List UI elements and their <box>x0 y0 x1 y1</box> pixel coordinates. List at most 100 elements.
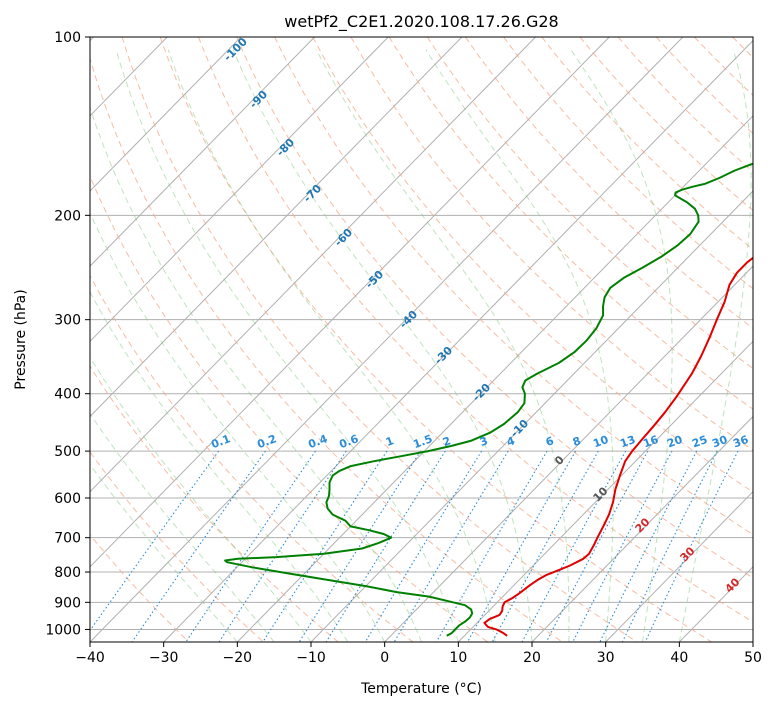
mixing-ratio-line <box>435 450 548 642</box>
mixing-ratio-label: 0.1 <box>209 432 232 451</box>
isotherm <box>90 37 242 192</box>
dry-adiabat-label: 10 <box>591 484 611 504</box>
sounding-profiles <box>224 162 753 637</box>
moist-adiabat <box>232 49 533 642</box>
y-tick-label: 300 <box>54 313 81 329</box>
axis-ticks: −40 −30 −20 −10 0 10 20 30 40 5010020030040050060… <box>45 30 762 666</box>
dry-adiabat <box>503 37 753 290</box>
mixing-ratio-line <box>298 450 422 642</box>
y-tick-label: 500 <box>54 444 81 460</box>
moist-adiabat <box>678 49 752 642</box>
dry-adiabat <box>388 37 753 410</box>
x-tick-label: 0 <box>380 650 389 666</box>
mixing-ratio-line <box>218 450 347 642</box>
y-axis-label: Pressure (hPa) <box>13 289 29 389</box>
isotherm <box>531 415 753 642</box>
x-tick-label: −10 <box>296 650 326 666</box>
mixing-ratio-line <box>325 450 446 642</box>
dry-adiabat <box>541 37 753 251</box>
moist-adiabat <box>90 463 238 642</box>
temperature-profile <box>483 256 753 637</box>
mixing-ratio-line <box>572 450 673 642</box>
moist-adiabat <box>315 49 570 642</box>
isotherm <box>310 190 753 642</box>
dry-adiabat-label: 0 <box>552 453 567 468</box>
x-tick-label: −40 <box>75 650 105 666</box>
x-tick-label: 30 <box>597 650 615 666</box>
dry-adiabat <box>274 37 753 536</box>
x-axis-label: Temperature (°C) <box>360 681 482 697</box>
background-lines <box>90 37 775 642</box>
dry-adiabat <box>426 37 753 370</box>
dry-adiabat <box>579 37 753 212</box>
mixing-ratio-label: 4 <box>505 434 517 449</box>
isotherm <box>90 37 315 267</box>
reference-line-labels: -100-90-80-70-60-50-40-30-20-10010203040… <box>209 35 750 596</box>
dry-adiabat <box>159 37 712 642</box>
dry-adiabat-label: -60 <box>332 226 355 249</box>
dry-adiabat <box>312 37 753 493</box>
y-tick-label: 100 <box>54 30 81 46</box>
isotherm <box>90 37 536 493</box>
dry-adiabat-label: -40 <box>397 308 420 331</box>
x-tick-label: 50 <box>744 650 762 666</box>
dry-adiabat-label: -90 <box>247 88 270 111</box>
dry-adiabat <box>350 37 753 451</box>
y-tick-label: 200 <box>54 208 81 224</box>
moist-adiabat <box>570 49 673 642</box>
mixing-ratio-label: 36 <box>731 433 750 451</box>
dry-adiabat <box>90 365 339 642</box>
y-tick-label: 400 <box>54 387 81 403</box>
mixing-ratio-label: 13 <box>618 433 637 450</box>
mixing-ratio-label: 2 <box>441 434 453 449</box>
x-tick-label: −30 <box>149 650 179 666</box>
dry-adiabat <box>236 37 753 579</box>
mixing-ratio-line <box>364 450 483 642</box>
mixing-ratio-label: 3 <box>478 434 490 449</box>
moist-adiabat <box>167 49 496 642</box>
dry-adiabat <box>732 37 753 59</box>
dry-adiabat <box>90 274 414 642</box>
mixing-ratio-label: 1.5 <box>411 432 434 451</box>
mixing-ratio-label: 1 <box>384 434 396 449</box>
mixing-ratio-label: 20 <box>665 433 684 451</box>
dry-adiabat-label: -50 <box>363 268 386 291</box>
mixing-ratio-line <box>491 450 599 642</box>
dry-adiabat-label: -30 <box>432 344 455 367</box>
chart-title: wetPf2_C2E1.2020.108.17.26.G28 <box>284 12 558 32</box>
moist-adiabat <box>425 49 614 642</box>
x-tick-label: 10 <box>449 650 467 666</box>
plot-frame <box>89 36 754 643</box>
mixing-ratio-label: 6 <box>544 434 556 449</box>
y-tick-label: 600 <box>54 491 81 507</box>
y-tick-label: 1000 <box>45 622 81 638</box>
dry-adiabat-label: 40 <box>723 575 743 595</box>
dry-adiabat <box>90 174 488 642</box>
y-tick-label: 800 <box>54 565 81 581</box>
moist-adiabat <box>90 356 312 642</box>
dry-adiabat <box>197 37 753 623</box>
mixing-ratio-line <box>599 450 698 642</box>
x-tick-label: 40 <box>670 650 688 666</box>
isotherm <box>752 641 753 642</box>
mixing-ratio-line <box>393 450 509 642</box>
dry-adiabat <box>90 57 563 642</box>
isotherm <box>90 37 610 568</box>
isotherm <box>457 340 753 642</box>
dry-adiabat <box>694 37 753 97</box>
mixing-ratio-line <box>521 450 627 642</box>
mixing-ratio-line <box>644 450 739 642</box>
dry-adiabat <box>90 534 190 642</box>
dewpoint-profile <box>224 162 753 637</box>
isotherm <box>605 490 753 642</box>
isotherm <box>384 265 753 642</box>
isotherm <box>90 37 463 418</box>
isotherm <box>163 39 753 642</box>
mixing-ratio-label: 0.4 <box>306 432 329 451</box>
dry-adiabat-label: -100 <box>221 35 250 64</box>
dry-adiabat <box>771 37 775 642</box>
isotherm <box>236 115 753 642</box>
mixing-ratio-label: 8 <box>571 434 583 449</box>
mixing-ratio-line <box>185 450 316 642</box>
